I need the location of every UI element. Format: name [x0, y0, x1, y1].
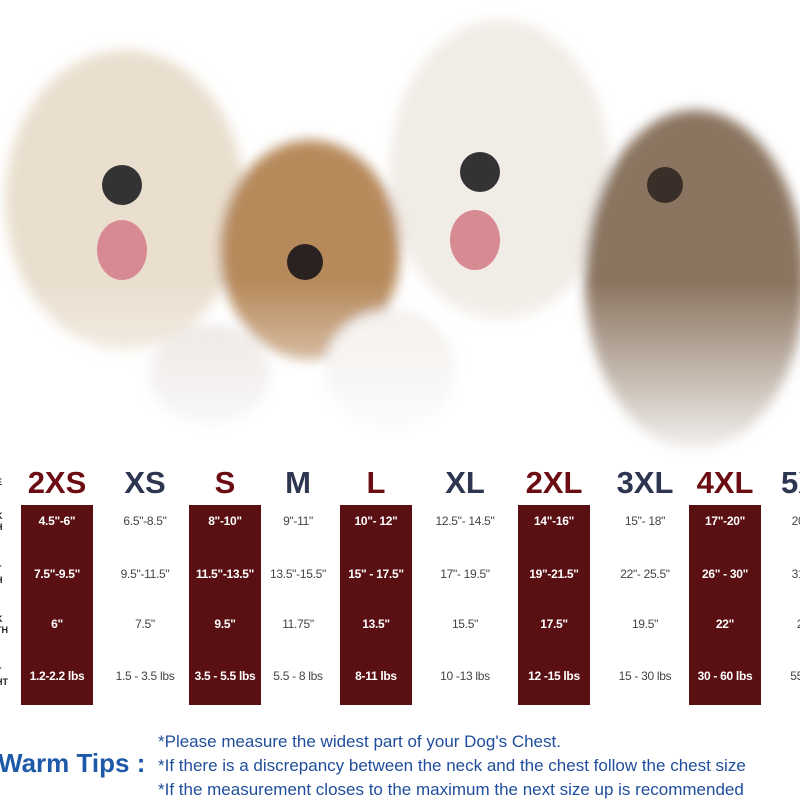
measure-cell: 17"-20": [705, 514, 745, 528]
size-label: 2XL: [525, 465, 583, 500]
size-label: S: [214, 465, 236, 500]
size-label: L: [366, 465, 386, 500]
measure-cell: 55 -: [790, 669, 800, 683]
size-label: XL: [445, 465, 485, 500]
row-label: T HT: [0, 666, 8, 687]
measure-cell: 22"- 25.5": [620, 567, 670, 581]
measure-cell: 30 - 60 lbs: [697, 669, 753, 683]
measure-cell: 6": [51, 617, 63, 631]
measure-cell: 4.5"-6": [38, 514, 76, 528]
size-label: 2XS: [27, 465, 87, 500]
measure-cell: 26" - 30": [701, 567, 749, 581]
measure-cell: 31": [791, 567, 800, 581]
measure-cell: 7.5": [135, 617, 155, 631]
dogs-photo: [0, 0, 800, 470]
measure-cell: 13.5": [362, 617, 390, 631]
row-label: E: [0, 477, 6, 488]
measure-cell: 9.5": [214, 617, 236, 631]
measure-cell: 17"- 19.5": [440, 567, 490, 581]
measure-cell: 7.5"-9.5": [33, 567, 81, 581]
size-label: 3XL: [616, 465, 674, 500]
measure-cell: 15.5": [451, 617, 479, 631]
measure-cell: 1.2-2.2 lbs: [29, 669, 85, 683]
measure-cell: 3.5 - 5.5 lbs: [194, 669, 256, 683]
measure-cell: 8"-10": [208, 514, 242, 528]
measure-cell: 11.5"-13.5": [195, 567, 255, 581]
measure-cell: 10 -13 lbs: [440, 669, 490, 683]
size-band: [689, 505, 761, 705]
row-label: K TH: [0, 614, 8, 635]
tips-title: Warm Tips :: [0, 748, 146, 778]
row-label: K H: [0, 511, 6, 533]
measure-cell: 8-11 lbs: [355, 669, 397, 683]
measure-cell: 9.5"-11.5": [120, 567, 170, 581]
size-band: [518, 505, 590, 705]
measure-cell: 14"-16": [534, 514, 574, 528]
measure-cell: 12 -15 lbs: [528, 669, 580, 683]
measure-cell: 20": [791, 514, 800, 528]
measure-cell: 11.75": [282, 617, 314, 631]
tip-line: *If there is a discrepancy between the n…: [158, 756, 746, 775]
measure-cell: 15 - 30 lbs: [618, 669, 672, 683]
tip-line: *If the measurement closes to the maximu…: [158, 780, 744, 799]
tip-line: *Please measure the widest part of your …: [158, 732, 561, 751]
measure-cell: 9"-11": [283, 514, 313, 528]
measure-cell: 19"-21.5": [529, 567, 579, 581]
row-label: T H: [0, 564, 6, 586]
size-band: [340, 505, 412, 705]
size-band: [189, 505, 261, 705]
size-label: 4XL: [696, 465, 754, 500]
measure-cell: 19.5": [631, 617, 659, 631]
measure-cell: 15" - 17.5": [348, 567, 404, 581]
measure-cell: 13.5"-15.5": [270, 567, 326, 581]
size-label: 5X: [781, 465, 800, 500]
measure-cell: 22": [715, 617, 735, 631]
measure-cell: 5.5 - 8 lbs: [273, 669, 323, 683]
size-label: XS: [124, 465, 166, 500]
size-band: [21, 505, 93, 705]
measure-cell: 17.5": [540, 617, 568, 631]
measure-cell: 6.5"-8.5": [123, 514, 167, 528]
size-label: M: [285, 465, 311, 500]
measure-cell: 2: [755, 617, 800, 631]
measure-cell: 15"- 18": [624, 514, 666, 528]
measure-cell: 12.5"- 14.5": [435, 514, 495, 528]
measure-cell: 10"- 12": [354, 514, 398, 528]
measure-cell: 1.5 - 3.5 lbs: [115, 669, 175, 683]
